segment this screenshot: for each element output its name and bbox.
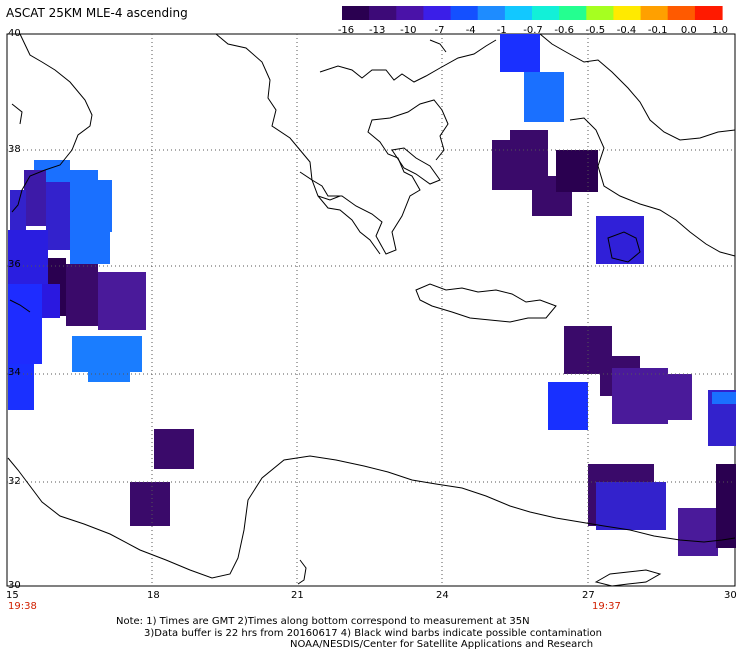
colorbar-label: -1 [496,25,507,36]
colorbar-swatch [423,6,452,20]
colorbar-swatch [342,6,370,20]
lon-label: 15 [6,590,19,601]
cell [10,190,26,230]
colorbar-swatch [667,6,696,20]
colorbar-swatch [504,6,533,20]
lat-label: 36 [8,259,21,270]
cell [678,508,718,556]
colorbar-label: -7 [434,25,445,36]
lat-label: 34 [8,367,21,378]
lat-label: 38 [8,144,21,155]
cell [556,150,598,192]
note-line-3: NOAA/NESDIS/Center for Satellite Applica… [290,639,594,650]
coastlines [7,33,736,587]
cell [98,272,146,330]
colorbar-swatch [369,6,397,20]
colorbar-swatch [477,6,506,20]
note-line-2: 3)Data buffer is 22 hrs from 20160617 4)… [144,628,602,639]
map-title: ASCAT 25KM MLE-4 ascending [6,6,188,20]
cell [712,392,736,404]
lon-label: 30 [724,590,737,601]
wind-cells [8,34,736,556]
lat-label: 30 [8,580,21,591]
note-line-1: Note: 1) Times are GMT 2)Times along bot… [116,616,530,627]
lon-label: 21 [291,590,304,601]
cell [596,482,666,530]
colorbar-swatch [613,6,642,20]
cell [500,34,540,72]
colorbar-swatch [559,6,587,20]
cell [130,482,170,526]
cell [524,72,564,122]
cell [716,464,736,548]
cell [46,182,70,250]
cell [72,336,142,372]
colorbar-label: -0.7 [523,25,543,36]
colorbar-label: 0.0 [680,25,697,36]
colorbar-swatch [396,6,424,20]
graticule [7,34,735,586]
cell [8,364,34,410]
map-frame [6,33,736,587]
lon-label: 27 [582,590,595,601]
cell [70,208,110,264]
cell [24,170,46,226]
colorbar-label: -0.4 [616,25,637,36]
colorbar-label: -13 [369,25,386,36]
lon-label: 24 [436,590,449,601]
colorbar-label: 1.0 [712,25,728,36]
time-left: 19:38 [8,601,37,612]
cell [42,284,60,318]
cell [70,170,98,208]
cell [548,382,588,430]
lat-label: 32 [8,476,21,487]
colorbar-swatch [586,6,614,20]
cell [88,370,130,382]
colorbar-label: -4 [465,25,476,36]
colorbar-swatch [640,6,669,20]
colorbar-label: -16 [337,25,355,36]
cell [596,216,644,264]
lon-label: 18 [147,590,160,601]
colorbar-swatch [450,6,479,20]
colorbar-label: -0.1 [647,25,668,36]
colorbar-label: -10 [400,25,417,36]
cell [66,264,98,326]
cell [8,284,42,364]
cell [8,230,48,284]
colorbar-swatch [532,6,560,20]
colorbar-label: -0.5 [585,25,606,36]
lat-label: 40 [8,28,21,39]
colorbar-label: -0.6 [554,25,574,36]
cell [640,374,692,420]
cell [154,429,194,469]
time-right: 19:37 [592,601,621,612]
colorbar-swatch [694,6,723,20]
